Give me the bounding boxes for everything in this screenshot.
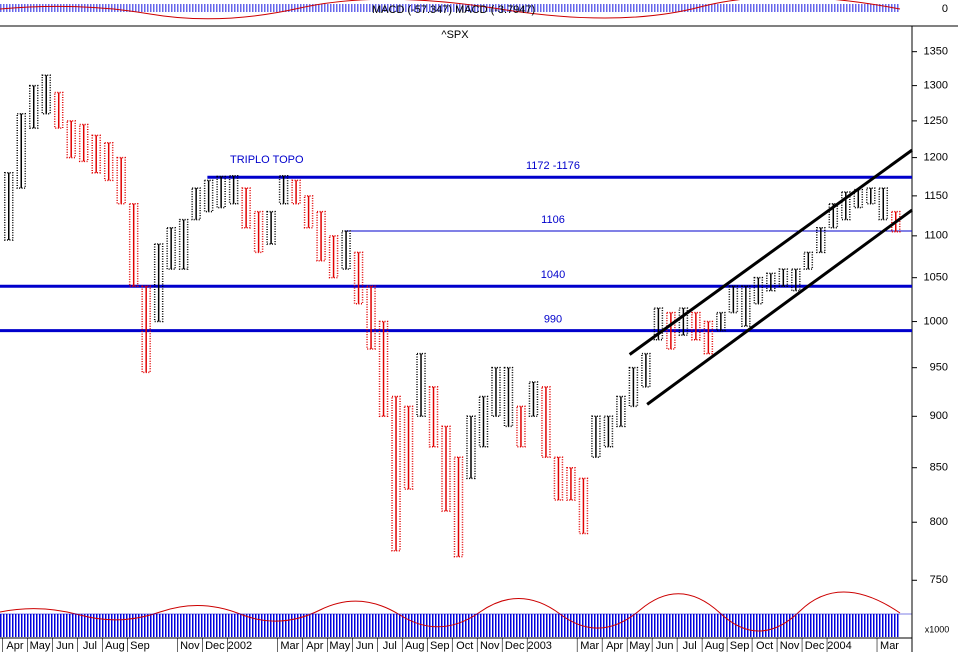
y-tick-label: 1050 <box>924 272 948 284</box>
chart-title: ^SPX <box>441 29 469 41</box>
y-tick-label: 900 <box>930 410 948 422</box>
x-tick-label: Mar <box>880 640 899 652</box>
price-bar <box>541 386 551 458</box>
y-tick-label: 800 <box>930 516 948 528</box>
level-label: 1172 -1176 <box>526 160 580 172</box>
x-tick-label: 2002 <box>228 640 252 652</box>
x-tick-label: Nov <box>180 640 200 652</box>
price-bar <box>528 381 539 418</box>
price-bar <box>441 425 451 512</box>
price-bar <box>841 191 851 221</box>
x-tick-label: Aug <box>105 640 125 652</box>
price-bar <box>228 175 239 205</box>
indicator-label: MACD (-57.347) MACD (-3.7947) <box>372 4 535 16</box>
y-tick-label: 1300 <box>924 80 948 92</box>
x-tick-label: Jul <box>683 640 697 652</box>
x-tick-label: Nov <box>780 640 800 652</box>
level-label: 1106 <box>541 214 565 226</box>
indicator-line <box>0 0 901 20</box>
price-bar <box>116 156 126 205</box>
price-bar <box>628 366 639 408</box>
x-tick-label: Jun <box>356 640 374 652</box>
y-tick-label: 1150 <box>924 190 948 202</box>
y-tick-label: 950 <box>930 362 948 374</box>
price-bar <box>878 187 889 221</box>
y-tick-label: 1350 <box>924 46 948 58</box>
x-tick-label: Sep <box>430 640 450 652</box>
price-bar <box>316 210 326 262</box>
price-bar <box>178 218 189 270</box>
price-bar <box>741 285 751 327</box>
price-bar <box>378 320 389 418</box>
price-bar <box>653 307 664 341</box>
x-tick-label: Jun <box>656 640 674 652</box>
price-bar <box>891 210 901 233</box>
y-tick-label: 1250 <box>924 115 948 127</box>
x-tick-label: Mar <box>580 640 599 652</box>
x-tick-label: Dec <box>205 640 225 652</box>
x-tick-label: Apr <box>6 640 23 652</box>
x-tick-label: Aug <box>705 640 725 652</box>
x-tick-label: Jun <box>56 640 74 652</box>
price-bar <box>578 477 589 535</box>
price-bar <box>716 311 726 332</box>
level-label: 990 <box>544 313 562 325</box>
x-tick-label: Jul <box>383 640 397 652</box>
trend-line <box>628 148 913 356</box>
price-bar <box>416 352 426 418</box>
x-tick-label: Aug <box>405 640 425 652</box>
price-bar <box>616 395 626 428</box>
annotation: TRIPLO TOPO <box>230 154 304 166</box>
price-bar <box>278 175 289 205</box>
x-tick-label: Dec <box>505 640 525 652</box>
indicator-tick: 0 <box>942 3 948 15</box>
x-tick-label: Dec <box>805 640 825 652</box>
x-tick-label: Apr <box>606 640 623 652</box>
price-bar <box>191 187 201 221</box>
level-label: 1040 <box>541 269 565 281</box>
x-tick-label: Nov <box>480 640 500 652</box>
price-bar <box>516 405 526 448</box>
x-tick-label: 2004 <box>827 640 851 652</box>
y-tick-label: 1000 <box>924 315 948 327</box>
price-bar <box>603 415 614 448</box>
x-tick-label: Jul <box>83 640 97 652</box>
price-bar <box>141 285 151 374</box>
x-tick-label: Oct <box>756 640 773 652</box>
price-bar <box>428 386 439 448</box>
indicator-strip <box>0 4 900 12</box>
y-tick-label: 750 <box>930 574 948 586</box>
price-bar <box>253 210 264 254</box>
x-tick-label: May <box>629 640 650 652</box>
x-tick-label: Oct <box>456 640 473 652</box>
y-tick-label: 850 <box>930 462 948 474</box>
x-tick-label: Sep <box>130 640 150 652</box>
x-tick-label: May <box>30 640 51 652</box>
x-tick-label: May <box>329 640 350 652</box>
y-tick-label: 1100 <box>924 230 948 242</box>
price-bar <box>391 395 401 552</box>
price-bar <box>16 112 26 189</box>
price-bar <box>553 456 564 501</box>
price-bar <box>478 395 489 448</box>
price-bar <box>241 187 251 229</box>
trend-line <box>646 208 913 406</box>
x-tick-label: Sep <box>730 640 750 652</box>
volume-label: x1000 <box>925 624 950 634</box>
price-bar <box>403 405 414 490</box>
x-tick-label: Apr <box>306 640 323 652</box>
y-tick-label: 1200 <box>924 151 948 163</box>
x-tick-label: 2003 <box>527 640 551 652</box>
price-bar <box>816 226 826 254</box>
price-bar <box>453 456 464 558</box>
x-tick-label: Mar <box>280 640 299 652</box>
